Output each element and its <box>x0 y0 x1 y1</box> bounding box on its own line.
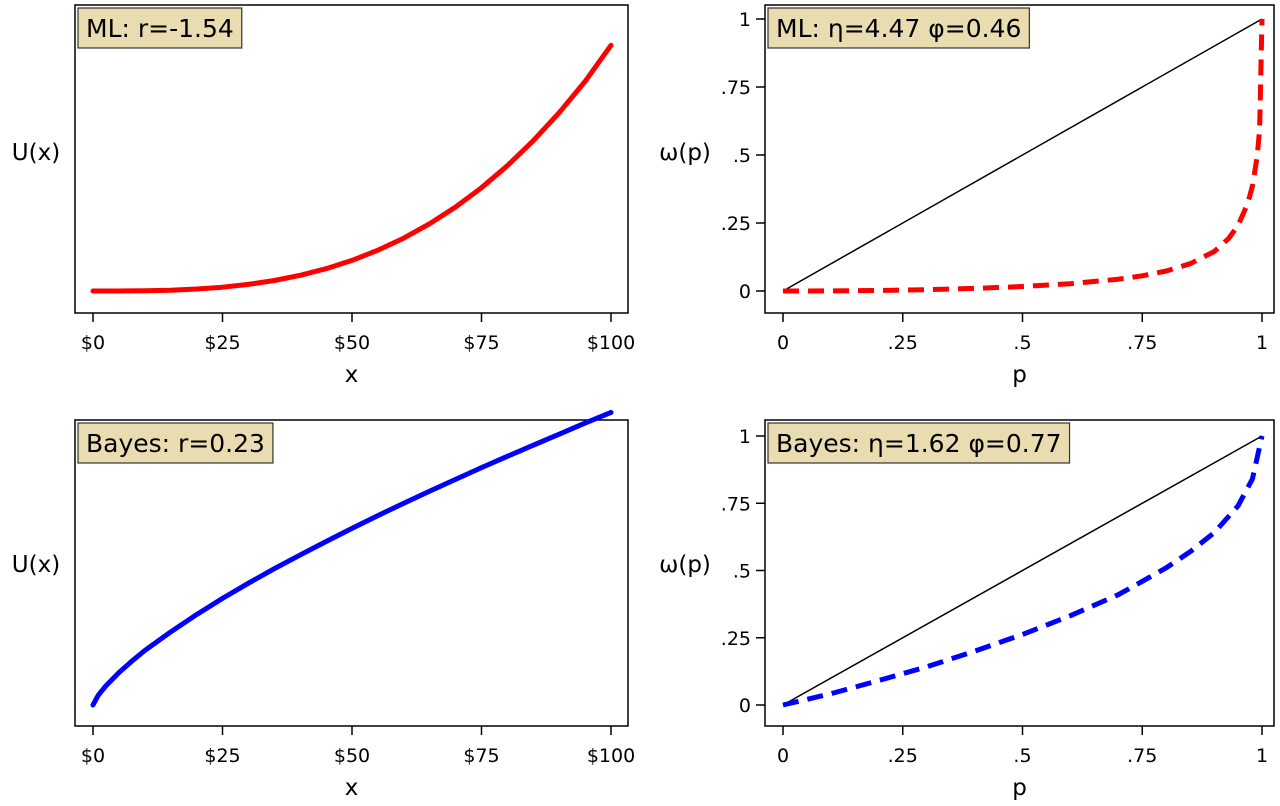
x-tick-label: .75 <box>1127 332 1157 354</box>
x-tick-label: $50 <box>334 745 370 767</box>
x-tick-label: $75 <box>463 745 499 767</box>
y-tick-label: 0 <box>739 695 751 717</box>
panel-2: 0 .25 .5 .75 1 0 .25 .5 .75 1 p ω(p) ML: η=4.47 φ=0.… <box>659 4 1275 388</box>
y-tick-label: .25 <box>721 213 751 235</box>
chart-title: ML: η=4.47 φ=0.46 <box>776 14 1021 43</box>
x-tick-label: $100 <box>587 745 635 767</box>
x-axis-title: p <box>1012 775 1027 801</box>
panel-1: $0 $25 $50 $75 $100 x U(x) ML: r=-1.54 <box>12 4 635 388</box>
y-tick-label: .75 <box>721 493 751 515</box>
x-tick-label: $25 <box>204 745 240 767</box>
y-tick-label: .5 <box>733 561 751 583</box>
x-tick-label: $0 <box>81 332 105 354</box>
chart-title: Bayes: r=0.23 <box>86 429 265 458</box>
title-box-background <box>767 7 1030 49</box>
x-tick-label: $100 <box>587 332 635 354</box>
y-tick-label: .75 <box>721 77 751 99</box>
title-box: ML: r=-1.54 <box>77 7 243 49</box>
panel-3: $0 $25 $50 $75 $100 x U(x) Bayes: r=0.23 <box>12 409 635 801</box>
y-tick-label: .25 <box>721 628 751 650</box>
title-box: Bayes: r=0.23 <box>77 422 274 464</box>
x-tick-label: $25 <box>204 332 240 354</box>
x-tick-label: .5 <box>1013 745 1031 767</box>
x-tick-label: .75 <box>1127 745 1157 767</box>
x-tick-label: 0 <box>777 332 789 354</box>
x-tick-label: .5 <box>1013 332 1031 354</box>
x-tick-label: $0 <box>81 745 105 767</box>
plot-frame <box>764 4 1275 314</box>
y-axis-title: U(x) <box>12 140 60 166</box>
y-tick-label: 1 <box>739 426 751 448</box>
title-box-background <box>77 422 274 464</box>
title-box: ML: η=4.47 φ=0.46 <box>767 7 1030 49</box>
title-box-background <box>767 422 1071 464</box>
x-tick-label: 1 <box>1256 332 1268 354</box>
title-box: Bayes: η=1.62 φ=0.77 <box>767 422 1071 464</box>
diagonal-reference-line <box>782 435 1263 706</box>
y-axis-title: ω(p) <box>659 552 711 578</box>
x-tick-label: .25 <box>888 745 918 767</box>
x-tick-label: 1 <box>1256 745 1268 767</box>
y-axis-title: ω(p) <box>659 140 711 166</box>
utility-curve-line <box>90 42 614 294</box>
plot-frame <box>74 419 629 727</box>
weighting-curve-line <box>782 18 1265 294</box>
x-tick-label: 0 <box>777 745 789 767</box>
x-tick-label: $50 <box>334 332 370 354</box>
chart-title: ML: r=-1.54 <box>86 14 234 43</box>
utility-curve-line <box>90 409 614 708</box>
title-box-background <box>77 7 243 49</box>
diagonal-reference-line <box>782 18 1263 292</box>
panel-4: 0 .25 .5 .75 1 0 .25 .5 .75 1 p ω(p) Bayes: η=1.62 φ… <box>659 419 1275 801</box>
y-tick-label: 0 <box>739 281 751 303</box>
x-tick-label: .25 <box>888 332 918 354</box>
y-tick-label: 1 <box>739 9 751 31</box>
x-axis-title: p <box>1012 362 1027 388</box>
y-axis-title: U(x) <box>12 552 60 578</box>
weighting-curve-line <box>782 435 1265 708</box>
plot-frame <box>74 4 629 314</box>
x-axis-title: x <box>345 775 359 801</box>
x-axis-title: x <box>345 362 359 388</box>
y-tick-label: .5 <box>733 145 751 167</box>
x-tick-label: $75 <box>463 332 499 354</box>
chart-title: Bayes: η=1.62 φ=0.77 <box>776 429 1062 458</box>
